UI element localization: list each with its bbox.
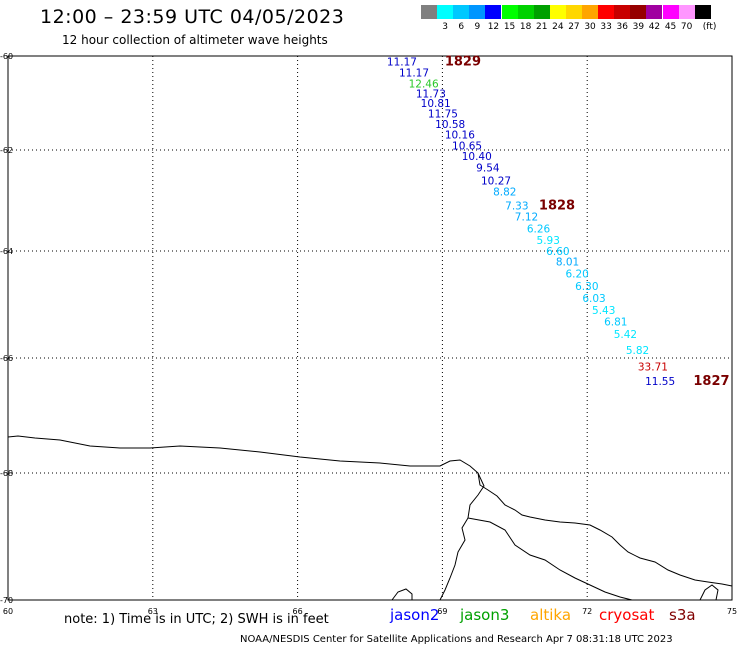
wave-height-value: 6.60 (546, 246, 569, 258)
wave-height-value: 6.81 (604, 317, 627, 329)
satellite-name: jason2 (390, 606, 440, 624)
wave-height-value: 10.65 (452, 140, 482, 152)
x-tick-label: 66 (293, 607, 303, 616)
wave-height-value: 10.40 (462, 151, 492, 163)
wave-height-value: 33.71 (638, 362, 668, 374)
map-title: 12:00 – 23:59 UTC 04/05/2023 (40, 6, 345, 28)
y-tick-label: -60 (0, 52, 13, 61)
legend-swatch (582, 5, 599, 19)
wave-height-value: 11.17 (399, 67, 429, 79)
legend-label: 15 (503, 22, 516, 32)
wave-height-value: 8.82 (493, 186, 516, 198)
coastline-shelf (467, 517, 633, 601)
legend-label: 33 (600, 22, 612, 32)
y-tick-label: -68 (0, 469, 13, 478)
legend-swatch (694, 5, 711, 19)
y-tick-label: -62 (0, 146, 13, 155)
satellite-name: cryosat (599, 606, 655, 624)
wave-height-value: 5.43 (592, 305, 615, 317)
legend-unit: (ft) (702, 22, 717, 32)
footer-note: note: 1) Time is in UTC; 2) SWH is in fe… (64, 612, 329, 627)
wave-height-value: 6.20 (565, 268, 588, 280)
wave-height-value: 10.27 (481, 175, 511, 187)
satellite-name: s3a (669, 606, 696, 624)
wave-height-value: 10.16 (445, 129, 475, 141)
legend-swatch (421, 5, 438, 19)
legend-swatch (485, 5, 502, 19)
coastline-inlet (439, 472, 485, 601)
pass-number-label: 1827 (693, 374, 729, 389)
legend-label: 18 (519, 22, 532, 32)
legend-swatch (662, 5, 679, 19)
coastline-fragment (699, 584, 719, 601)
legend-swatch (598, 5, 615, 19)
legend-label: 9 (474, 22, 481, 32)
coastline-fragment (391, 588, 413, 601)
wave-height-value: 6.03 (582, 293, 605, 305)
legend-label: 36 (616, 22, 628, 32)
legend-label: 21 (536, 22, 548, 32)
legend-label: 6 (458, 22, 465, 32)
legend-label: 45 (664, 22, 677, 32)
wave-height-value: 11.55 (645, 376, 675, 388)
legend-swatch (614, 5, 631, 19)
legend-label: 24 (552, 22, 564, 32)
legend-label: 42 (648, 22, 661, 32)
wave-height-value: 9.54 (476, 163, 500, 175)
wave-height-value: 5.93 (537, 235, 560, 247)
wave-height-value: 6.30 (575, 281, 598, 293)
y-tick-label: -64 (0, 247, 13, 256)
y-tick-label: -70 (0, 596, 13, 605)
legend-label: 70 (680, 22, 693, 32)
wave-height-value: 11.75 (428, 108, 458, 120)
wave-height-value: 5.42 (614, 329, 637, 341)
legend-label: 39 (632, 22, 645, 32)
legend-label: 12 (487, 22, 500, 32)
wave-height-value: 6.26 (527, 223, 551, 235)
y-tick-label: -66 (0, 354, 13, 363)
legend-swatch (646, 5, 663, 19)
legend-label: 3 (442, 22, 449, 32)
x-tick-label: 72 (582, 607, 592, 616)
pass-number-label: 1829 (445, 55, 481, 70)
wave-height-value: 5.82 (626, 345, 649, 357)
wave-height-value: 7.33 (505, 201, 528, 213)
x-tick-label: 63 (148, 607, 158, 616)
legend-swatch (437, 5, 454, 19)
legend-swatch (501, 5, 518, 19)
x-tick-label: 69 (437, 607, 447, 616)
legend-swatch (549, 5, 566, 19)
legend-swatch (469, 5, 486, 19)
wave-height-value: 11.73 (416, 89, 446, 101)
legend-swatch (565, 5, 582, 19)
legend-swatch (630, 5, 647, 19)
map-subtitle: 12 hour collection of altimeter wave hei… (62, 33, 328, 47)
wave-height-value: 10.58 (435, 119, 465, 131)
wave-height-value: 12.46 (409, 78, 439, 90)
legend-label: 30 (584, 22, 596, 32)
satellite-name: altika (530, 606, 572, 624)
wave-height-value: 7.12 (515, 212, 538, 224)
x-tick-label: 60 (3, 607, 13, 616)
pass-number-label: 1828 (539, 199, 575, 214)
legend-swatch (533, 5, 550, 19)
wave-height-value: 10.81 (421, 98, 451, 110)
wave-height-value: 8.01 (556, 257, 579, 269)
legend-swatch (453, 5, 470, 19)
legend-swatch (517, 5, 534, 19)
map-frame (7, 55, 733, 601)
wave-height-value: 11.17 (387, 57, 417, 69)
satellite-name: jason3 (460, 606, 510, 624)
credit-line: NOAA/NESDIS Center for Satellite Applica… (240, 634, 673, 645)
coastline (7, 435, 733, 587)
legend-label: 27 (568, 22, 580, 32)
legend-swatch (678, 5, 695, 19)
x-tick-label: 75 (727, 607, 737, 616)
